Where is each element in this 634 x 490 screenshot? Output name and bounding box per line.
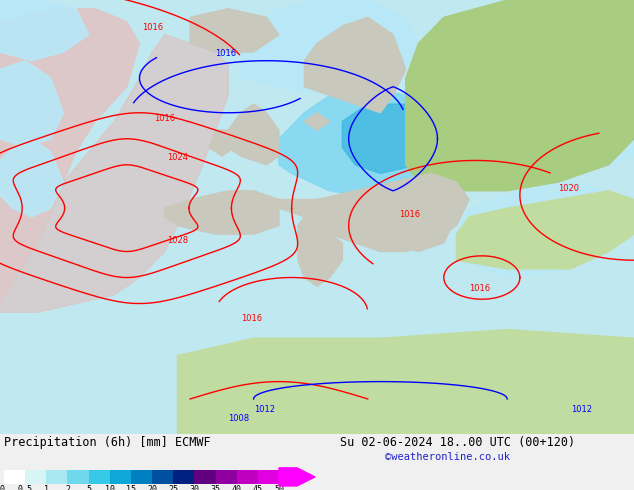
Text: Precipitation (6h) [mm] ECMWF: Precipitation (6h) [mm] ECMWF — [4, 436, 210, 449]
Polygon shape — [380, 191, 456, 251]
Bar — [195, 470, 216, 484]
Bar — [46, 470, 67, 484]
Polygon shape — [178, 330, 634, 434]
Text: 1016: 1016 — [216, 49, 236, 58]
Bar — [4, 470, 25, 484]
Text: ©weatheronline.co.uk: ©weatheronline.co.uk — [385, 452, 510, 462]
Text: 50: 50 — [274, 486, 284, 490]
Polygon shape — [228, 104, 279, 165]
Text: Su 02-06-2024 18..00 UTC (00+120): Su 02-06-2024 18..00 UTC (00+120) — [340, 436, 575, 449]
FancyArrow shape — [279, 468, 315, 486]
Polygon shape — [0, 0, 89, 61]
Polygon shape — [456, 182, 609, 277]
Text: 1016: 1016 — [154, 115, 176, 123]
Text: 1016: 1016 — [241, 314, 262, 323]
Polygon shape — [190, 9, 279, 52]
Bar — [258, 470, 279, 484]
Text: 1016: 1016 — [399, 210, 420, 219]
Polygon shape — [0, 35, 228, 312]
Text: 2: 2 — [65, 486, 70, 490]
Polygon shape — [0, 9, 139, 304]
Bar — [131, 470, 152, 484]
Text: 1012: 1012 — [571, 405, 592, 414]
Polygon shape — [279, 87, 444, 199]
Bar — [25, 470, 46, 484]
Text: 1012: 1012 — [254, 405, 275, 414]
Bar — [152, 470, 173, 484]
Bar — [89, 470, 110, 484]
Text: 1020: 1020 — [558, 184, 579, 193]
Text: 1: 1 — [44, 486, 49, 490]
Polygon shape — [456, 191, 634, 269]
Polygon shape — [342, 104, 431, 173]
Text: 25: 25 — [168, 486, 178, 490]
Text: 0.5: 0.5 — [18, 486, 33, 490]
Polygon shape — [298, 217, 342, 286]
Text: 5: 5 — [86, 486, 91, 490]
Bar — [216, 470, 236, 484]
Polygon shape — [0, 61, 63, 147]
Text: 35: 35 — [210, 486, 221, 490]
Text: 15: 15 — [126, 486, 136, 490]
Polygon shape — [545, 113, 634, 173]
Text: 1016: 1016 — [469, 284, 490, 293]
Text: 1024: 1024 — [167, 153, 188, 163]
Bar — [236, 470, 258, 484]
Text: 20: 20 — [147, 486, 157, 490]
Text: 1008: 1008 — [228, 414, 249, 423]
Bar — [173, 470, 195, 484]
Text: 1016: 1016 — [141, 24, 163, 32]
Text: 10: 10 — [105, 486, 115, 490]
Polygon shape — [0, 139, 63, 217]
Polygon shape — [304, 17, 406, 113]
Bar — [67, 470, 89, 484]
Text: 45: 45 — [253, 486, 263, 490]
Text: 1028: 1028 — [167, 236, 188, 245]
Polygon shape — [304, 113, 330, 130]
Text: 40: 40 — [231, 486, 242, 490]
Polygon shape — [406, 0, 634, 191]
Polygon shape — [241, 0, 418, 96]
Text: 30: 30 — [190, 486, 199, 490]
Polygon shape — [254, 338, 431, 408]
Bar — [110, 470, 131, 484]
Polygon shape — [241, 173, 469, 251]
Polygon shape — [165, 191, 279, 234]
Polygon shape — [209, 130, 235, 156]
Text: 0,: 0, — [0, 486, 9, 490]
